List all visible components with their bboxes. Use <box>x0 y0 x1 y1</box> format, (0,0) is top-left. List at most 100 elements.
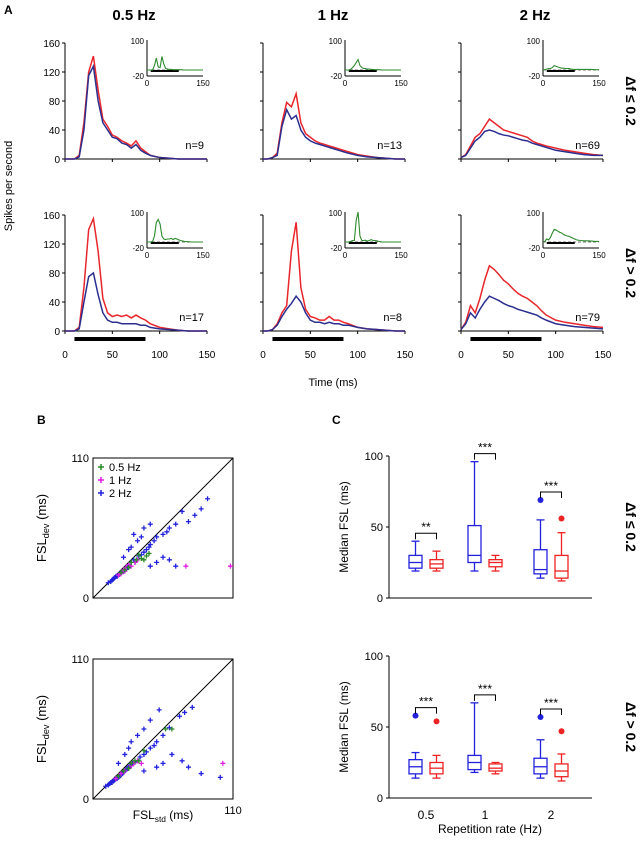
inset-stimulus-bar <box>150 242 179 244</box>
psth-line-std <box>65 271 207 332</box>
scatter-point <box>103 783 109 789</box>
significance-stars: *** <box>419 695 433 709</box>
inset-diff-line <box>542 228 599 243</box>
scatter-point <box>154 559 160 565</box>
scatter-point <box>177 713 183 719</box>
x-tick-label: 0 <box>458 350 464 361</box>
panel-a-label: A <box>4 3 13 17</box>
row-label-0: Δf ≤ 0.2 <box>623 76 639 126</box>
x-tick-label: 150 <box>199 350 216 361</box>
box-iqr <box>488 763 503 772</box>
inset-x-tick-label: 150 <box>592 79 606 88</box>
scatter-point <box>173 563 179 569</box>
y-tick-label: 110 <box>71 654 89 666</box>
scatter-point <box>160 531 166 537</box>
inset-y-tick-label: 100 <box>329 37 343 46</box>
scatter-point <box>166 725 172 731</box>
x-tick-label: 150 <box>595 350 612 361</box>
scatter-point <box>217 774 223 780</box>
n-label: n=17 <box>179 312 204 324</box>
significance-stars: ** <box>421 520 431 534</box>
scatter-point <box>160 732 166 738</box>
psth-panel-0-1: n=13 100 -200 150 <box>260 37 408 162</box>
significance-bracket <box>415 532 437 540</box>
outlier-point <box>412 712 419 719</box>
scatter-point <box>227 563 233 569</box>
y-tick-label: 50 <box>371 522 383 534</box>
scatter-point <box>141 768 147 774</box>
psth-line-std <box>263 107 405 160</box>
panel-c-label: C <box>332 413 341 427</box>
x-tick-label: 100 <box>349 350 366 361</box>
n-label: n=79 <box>575 312 600 324</box>
scatter-point <box>135 732 141 738</box>
box-row-label: Δf > 0.2 <box>623 702 639 752</box>
inset-y-tick-label: 100 <box>131 37 145 46</box>
box-iqr <box>488 559 503 568</box>
scatter-point <box>122 567 128 573</box>
legend-marker <box>98 477 104 483</box>
inset-y-tick-label: -20 <box>528 244 540 253</box>
box-dev <box>429 718 444 779</box>
stimulus-bar <box>470 337 542 341</box>
x-tick-label: 100 <box>151 350 168 361</box>
scatter-point <box>126 745 132 751</box>
scatter-point <box>138 760 144 766</box>
scatter-point <box>141 557 147 563</box>
scatter-point <box>121 554 127 560</box>
inset-diff-line <box>345 211 401 243</box>
y-tick-label: 100 <box>365 451 383 463</box>
inset-x-tick-label: 150 <box>394 251 408 260</box>
scatter-point <box>151 538 157 544</box>
scatter-point <box>122 751 128 757</box>
outlier-point <box>537 714 544 721</box>
scatter-point <box>154 534 160 540</box>
scatter-panel-1: 110 0 110 <box>71 654 241 817</box>
scatter-frame <box>92 658 234 800</box>
x-tick-label: 50 <box>107 350 119 361</box>
inset-diff-line <box>147 218 203 243</box>
box-std <box>533 497 548 579</box>
y-tick-label: 50 <box>371 722 383 734</box>
significance-stars: *** <box>478 682 492 696</box>
y-tick-label: 80 <box>49 97 61 108</box>
scatter-point <box>118 570 124 576</box>
box-std <box>408 712 423 779</box>
scatter-point <box>166 557 172 563</box>
inset-stimulus-bar <box>546 70 575 72</box>
significance-bracket <box>540 708 562 716</box>
panel-a-ylabel: Spikes per second <box>3 141 15 232</box>
inset: 100 -200 150 <box>527 37 607 88</box>
box-std <box>467 461 482 572</box>
x-tick-label: 50 <box>503 350 515 361</box>
inset: 100 -200 150 <box>329 37 409 88</box>
inset-stimulus-bar <box>546 242 575 244</box>
stimulus-bar <box>74 337 146 341</box>
y-tick-label: 120 <box>43 240 60 251</box>
inset-diff-line <box>147 56 203 71</box>
scatter-frame <box>92 457 234 599</box>
panel-a-xlabel: Time (ms) <box>308 377 357 389</box>
scatter-point <box>141 549 147 555</box>
scatter-point <box>135 538 141 544</box>
psth-line-std <box>460 129 603 159</box>
scatter-point <box>179 508 185 514</box>
inset: 100 -200 150 <box>131 37 211 88</box>
scatter-point <box>128 739 134 745</box>
scatter-point <box>118 771 124 777</box>
legend-marker <box>98 464 104 470</box>
inset-y-tick-label: 100 <box>131 209 145 218</box>
scatter-point <box>146 550 152 556</box>
inset-x-tick-label: 0 <box>541 79 546 88</box>
inset-x-tick-label: 0 <box>343 79 348 88</box>
column-title-1: 1 Hz <box>318 7 349 24</box>
inset-y-tick-label: 100 <box>527 37 541 46</box>
scatter-point <box>115 572 121 578</box>
y-tick-label: 110 <box>71 453 89 465</box>
scatter-point <box>121 768 127 774</box>
inset-y-tick-label: -20 <box>132 72 144 81</box>
inset-x-tick-label: 150 <box>196 79 210 88</box>
scatter-point <box>126 564 132 570</box>
box-ylabel: Median FSL (ms) <box>337 481 351 573</box>
